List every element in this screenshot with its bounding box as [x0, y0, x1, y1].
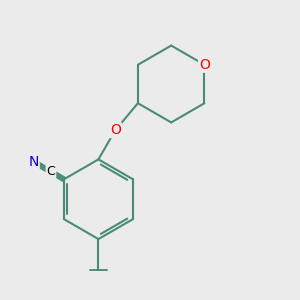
- Text: C: C: [46, 165, 55, 178]
- Text: O: O: [199, 58, 210, 72]
- Text: O: O: [110, 123, 121, 137]
- Text: N: N: [28, 155, 39, 169]
